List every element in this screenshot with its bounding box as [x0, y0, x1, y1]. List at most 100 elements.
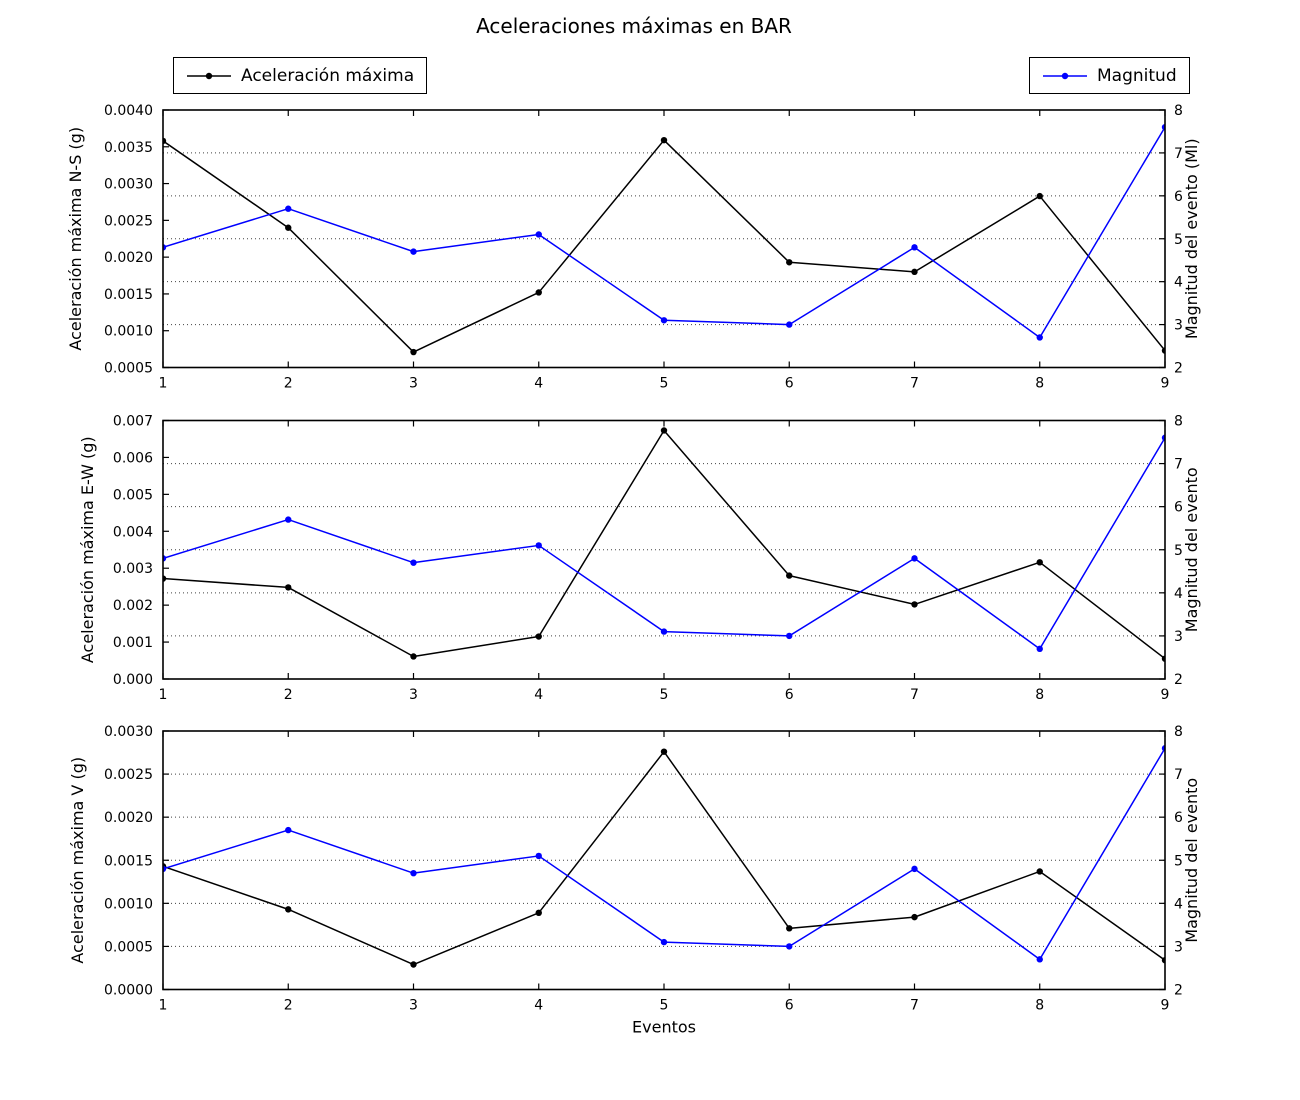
y-tick-label-left: 0.0020	[104, 250, 153, 266]
y-tick-label-left: 0.0000	[104, 983, 153, 999]
x-tick-label: 5	[660, 998, 669, 1014]
data-point-magnitud	[410, 869, 417, 877]
y-tick-label-right: 3	[1174, 318, 1183, 334]
data-point-magnitud	[410, 248, 417, 255]
series-line-aceleracion	[163, 750, 1165, 966]
y-tick-label-right: 6	[1174, 810, 1183, 826]
y-tick-label-right: 8	[1174, 103, 1183, 119]
x-tick-label: 9	[1161, 376, 1170, 392]
x-tick-label: 6	[785, 376, 794, 392]
ylabel-right: Magnitud del evento	[1182, 778, 1201, 943]
y-tick-label-left: 0.0005	[104, 361, 153, 377]
y-tick-label-right: 6	[1174, 500, 1183, 516]
data-point-magnitud	[660, 938, 668, 946]
data-point-aceleracion	[786, 259, 793, 266]
data-point-aceleracion	[911, 913, 918, 921]
x-tick-label: 4	[534, 687, 543, 703]
data-point-magnitud	[535, 852, 542, 860]
data-point-aceleracion	[660, 136, 668, 144]
x-tick-label: 2	[284, 998, 293, 1014]
ylabel-right: Magnitud del evento	[1182, 467, 1201, 632]
y-tick-label-right: 5	[1174, 853, 1183, 869]
legend-line-sample-black	[187, 72, 231, 79]
data-point-magnitud	[1036, 956, 1043, 963]
data-point-magnitud	[285, 205, 292, 212]
data-point-magnitud	[660, 628, 668, 635]
y-tick-label-left: 0.0040	[104, 103, 153, 119]
legend-magnitud: Magnitud	[1029, 57, 1190, 94]
x-tick-label: 1	[159, 376, 168, 392]
x-tick-label: 7	[910, 998, 919, 1014]
data-point-magnitud	[911, 244, 918, 251]
data-point-aceleracion	[535, 289, 542, 296]
data-point-aceleracion	[285, 906, 292, 913]
y-tick-label-left: 0.0015	[104, 853, 153, 869]
ylabel-left: Aceleración máxima N-S (g)	[66, 127, 85, 351]
data-point-magnitud	[786, 321, 793, 328]
y-tick-label-left: 0.0005	[104, 939, 153, 955]
x-tick-label: 7	[910, 376, 919, 392]
data-point-magnitud	[911, 555, 918, 562]
data-point-aceleracion	[410, 348, 417, 356]
data-point-aceleracion	[535, 909, 542, 917]
data-point-magnitud	[535, 231, 542, 238]
legend-label-aceleracion: Aceleración máxima	[241, 65, 415, 86]
ylabel-left: Aceleración máxima E-W (g)	[78, 436, 97, 663]
x-tick-label: 1	[159, 687, 168, 703]
y-tick-label-left: 0.0025	[104, 213, 153, 229]
chart-title: Aceleraciones máximas en BAR	[476, 14, 792, 38]
y-tick-label-right: 2	[1174, 672, 1183, 688]
y-tick-label-right: 4	[1174, 586, 1183, 602]
y-tick-label-right: 5	[1174, 543, 1183, 559]
x-tick-label: 7	[910, 687, 919, 703]
y-tick-label-right: 2	[1174, 361, 1183, 377]
data-point-magnitud	[410, 559, 417, 566]
data-point-aceleracion	[285, 224, 292, 231]
x-tick-label: 4	[534, 998, 543, 1014]
x-tick-label: 5	[660, 376, 669, 392]
data-point-aceleracion	[786, 572, 793, 579]
y-tick-label-right: 3	[1174, 939, 1183, 955]
data-point-aceleracion	[911, 601, 918, 608]
data-point-aceleracion	[1036, 559, 1043, 566]
series-line-magnitud	[163, 437, 1165, 650]
y-tick-label-left: 0.0025	[104, 767, 153, 783]
data-point-magnitud	[1036, 645, 1043, 653]
y-tick-label-left: 0.0015	[104, 287, 153, 303]
y-tick-label-left: 0.0020	[104, 810, 153, 826]
data-point-magnitud	[1036, 334, 1043, 341]
subplot-2: 1 2 3 4 5 6 7 8 9 0.0000 0.0005 0.0010 0.0015 0.0020 0…	[68, 724, 1201, 1037]
y-tick-label-left: 0.001	[113, 635, 153, 651]
legend-aceleracion-maxima: Aceleración máxima	[173, 57, 428, 94]
xlabel: Eventos	[632, 1018, 696, 1037]
data-point-magnitud	[285, 516, 292, 523]
data-point-aceleracion	[535, 633, 542, 640]
data-point-magnitud	[535, 542, 542, 549]
y-tick-label-left: 0.0010	[104, 324, 153, 340]
x-tick-label: 1	[159, 998, 168, 1014]
x-tick-label: 3	[409, 687, 418, 703]
y-tick-label-left: 0.005	[113, 487, 153, 503]
x-tick-label: 2	[284, 687, 293, 703]
y-tick-label-right: 7	[1174, 457, 1183, 473]
series-group	[163, 123, 1165, 356]
data-point-aceleracion	[660, 748, 668, 755]
x-tick-label: 2	[284, 376, 293, 392]
data-point-aceleracion	[911, 268, 918, 276]
y-tick-label-left: 0.0010	[104, 896, 153, 912]
data-point-aceleracion	[410, 653, 417, 660]
x-tick-label: 6	[785, 998, 794, 1014]
x-tick-label: 8	[1035, 687, 1044, 703]
legend-label-magnitud: Magnitud	[1097, 65, 1177, 86]
y-tick-label-right: 2	[1174, 983, 1183, 999]
series-line-magnitud	[163, 747, 1165, 961]
ylabel-left: Aceleración máxima V (g)	[68, 757, 87, 964]
subplot-1: 1 2 3 4 5 6 7 8 9 0.000 0.001 0.002 0.003 0.004 0.005 0…	[78, 414, 1201, 704]
x-tick-label: 5	[660, 687, 669, 703]
y-tick-label-left: 0.004	[113, 524, 153, 540]
legend-line-sample-blue	[1043, 72, 1087, 79]
series-group	[163, 745, 1165, 968]
y-tick-label-right: 4	[1174, 896, 1183, 912]
data-point-magnitud	[786, 943, 793, 950]
